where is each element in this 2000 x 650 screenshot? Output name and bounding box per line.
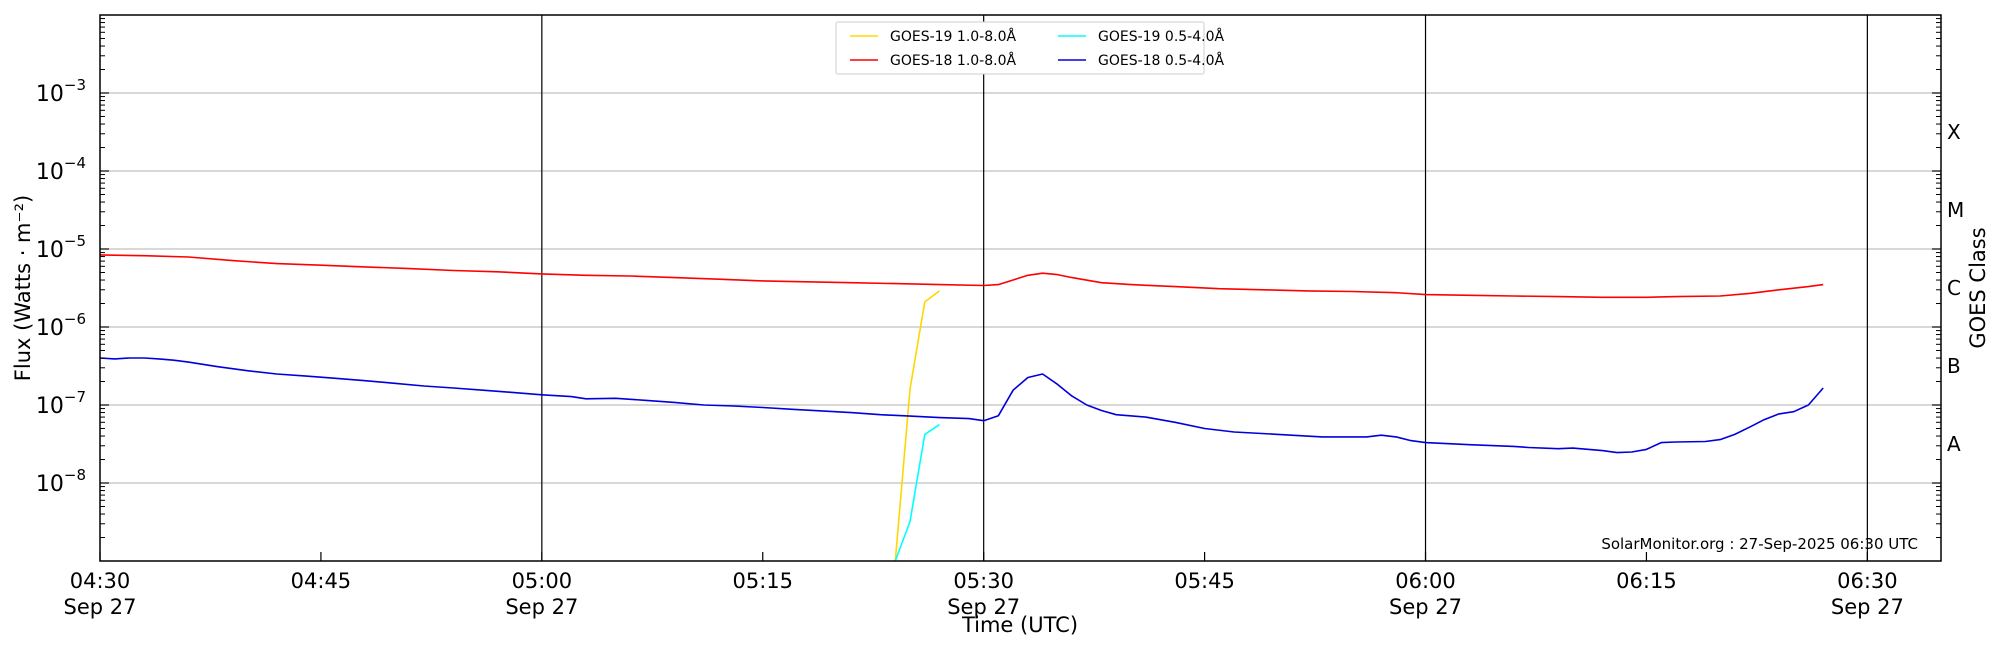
series-line [894,290,940,562]
y-tick-label: 10−4 [36,154,86,185]
series-line [894,423,940,562]
y-axis-title: Flux (Watts · m⁻²) [11,195,35,381]
x-tick-label-time: 04:45 [291,569,352,593]
y-tick-label: 10−7 [36,388,86,419]
x-tick-label-date: Sep 27 [1831,595,1904,619]
y-tick-label: 10−6 [36,310,86,341]
x-tick-label-date: Sep 27 [64,595,137,619]
credit-text: SolarMonitor.org : 27-Sep-2025 06:30 UTC [1601,535,1918,553]
axis-ticks [99,18,1941,561]
x-tick-label-time: 05:00 [512,569,573,593]
y-tick-label: 10−3 [36,76,86,107]
x-tick-label-time: 06:15 [1616,569,1677,593]
x-tick-label-time: 05:15 [732,569,793,593]
data-series [99,254,1824,562]
plot-frame [99,14,1942,562]
x-tick-label-time: 04:30 [70,569,131,593]
y-tick-label: 10−5 [36,232,86,263]
series-line [99,254,1824,299]
x-tick-label-time: 06:00 [1395,569,1456,593]
legend-label: GOES-19 0.5-4.0Å [1098,28,1224,45]
x-tick-label-time: 05:45 [1174,569,1235,593]
legend-label: GOES-19 1.0-8.0Å [890,28,1016,45]
x-axis-title: Time (UTC) [961,613,1078,637]
y-tick-label: 10−8 [36,466,86,497]
legend: GOES-19 1.0-8.0Å GOES-19 0.5-4.0Å GOES-18 … [835,21,1224,75]
x-tick-label-date: Sep 27 [1389,595,1462,619]
goes-class-label: A [1947,432,1961,456]
goes-class-label: C [1947,276,1961,300]
legend-box [835,21,1205,75]
x-tick-label-date: Sep 27 [505,595,578,619]
x-tick-label-time: 06:30 [1837,569,1898,593]
series-line [99,357,1824,454]
legend-label: GOES-18 1.0-8.0Å [890,52,1016,69]
x-tick-label-date: Sep 27 [947,595,1020,619]
right-axis-title: GOES Class [1966,227,1990,348]
goes-class-label: B [1947,354,1961,378]
grid-lines [100,15,1941,561]
x-tick-label-time: 05:30 [953,569,1014,593]
goes-class-label: X [1947,120,1961,144]
goes-class-label: M [1947,198,1964,222]
legend-label: GOES-18 0.5-4.0Å [1098,52,1224,69]
